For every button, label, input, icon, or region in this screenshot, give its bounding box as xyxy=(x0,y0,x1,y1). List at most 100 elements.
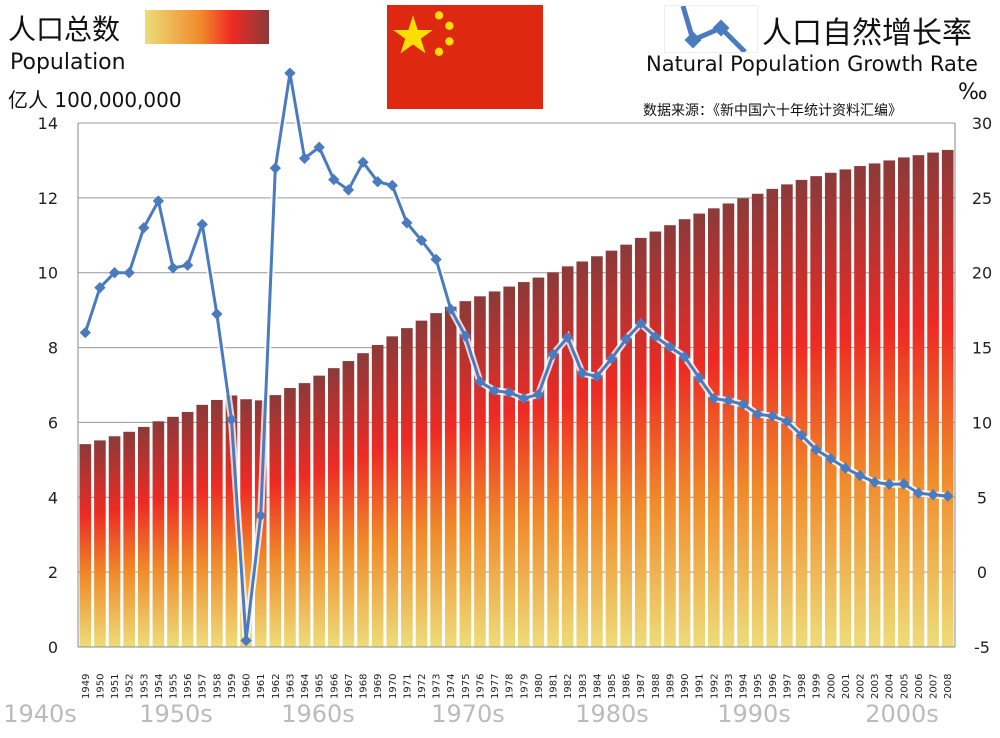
growth-rate-legend-swatch xyxy=(664,5,758,53)
growth-rate-marker xyxy=(942,490,954,502)
population-bar xyxy=(781,184,793,647)
population-bar xyxy=(459,301,472,647)
year-label: 1984 xyxy=(592,674,603,699)
year-label: 1954 xyxy=(154,674,165,699)
growth-rate-marker xyxy=(269,162,281,174)
growth-rate-marker xyxy=(401,217,413,229)
year-label: 1978 xyxy=(505,674,516,699)
year-label: 1968 xyxy=(359,674,370,699)
population-bar xyxy=(591,256,603,647)
year-label: 1989 xyxy=(665,674,676,699)
population-bar xyxy=(576,261,589,647)
population-bar xyxy=(327,368,340,647)
growth-rate-marker xyxy=(693,372,705,384)
population-bar xyxy=(386,336,399,647)
right-tick-label: 0 xyxy=(977,563,987,582)
population-bar xyxy=(708,208,720,647)
population-bar xyxy=(693,213,706,647)
population-bar xyxy=(430,313,442,647)
growth-rate-marker xyxy=(503,386,515,399)
growth-rate-marker xyxy=(532,388,545,401)
growth-rate-marker xyxy=(722,395,735,407)
population-bar xyxy=(518,282,530,647)
year-label: 1950 xyxy=(95,674,106,699)
right-tick-label: 20 xyxy=(972,264,992,283)
population-bar xyxy=(824,172,837,647)
data-source: 数据来源：《新中国六十年统计资料汇编》 xyxy=(643,103,902,119)
population-bar xyxy=(313,375,325,647)
growth-rate-marker xyxy=(708,392,720,405)
growth-rate-marker xyxy=(386,179,398,192)
population-bar xyxy=(839,169,852,647)
year-label: 1998 xyxy=(797,674,808,699)
population-bar xyxy=(912,155,925,647)
left-tick-label: 8 xyxy=(48,339,58,358)
year-label: 1993 xyxy=(724,674,735,699)
population-bar xyxy=(810,176,822,648)
population-bar xyxy=(211,399,223,647)
growth-rate-marker xyxy=(591,370,603,382)
year-label: 1991 xyxy=(695,674,706,699)
year-label: 1983 xyxy=(578,674,589,699)
decade-label: 2000s xyxy=(865,700,939,728)
year-label: 1995 xyxy=(753,674,764,699)
population-bar xyxy=(94,440,106,647)
left-tick-label: 0 xyxy=(48,638,58,657)
year-label: 1972 xyxy=(417,674,428,699)
population-bar xyxy=(225,395,238,647)
growth-rate-marker xyxy=(649,330,662,343)
year-label: 2003 xyxy=(870,674,881,699)
population-bar xyxy=(854,166,866,648)
year-label: 1964 xyxy=(300,674,311,699)
population-title: 人口总数 xyxy=(8,13,121,46)
population-bar xyxy=(357,353,369,647)
year-label: 1997 xyxy=(782,674,793,699)
population-bar xyxy=(342,361,355,647)
left-tick-label: 6 xyxy=(48,413,58,432)
growth-rate-marker xyxy=(795,429,808,441)
left-tick-label: 14 xyxy=(38,114,58,133)
population-bar xyxy=(167,416,179,647)
growth-rate-marker xyxy=(430,253,442,266)
population-bar xyxy=(737,198,749,647)
population-bar xyxy=(123,431,135,647)
population-bar xyxy=(503,286,515,647)
population-legend-swatch xyxy=(145,10,269,44)
year-label: 1970 xyxy=(388,674,399,699)
growth-rate-marker xyxy=(415,234,428,247)
year-label: 2002 xyxy=(855,674,866,699)
population-bar xyxy=(79,444,92,647)
growth-rate-marker xyxy=(240,634,252,647)
population-bar xyxy=(181,411,194,647)
growth-rate-marker xyxy=(839,462,852,474)
growth-rate-marker xyxy=(371,176,384,188)
population-bar xyxy=(108,436,121,647)
population-bar xyxy=(868,163,881,647)
right-tick-label: 30 xyxy=(972,114,992,133)
growth-rate-marker xyxy=(196,218,208,231)
year-label: 1956 xyxy=(183,674,194,699)
population-bar xyxy=(927,152,939,647)
population-bar xyxy=(941,149,954,647)
growth-rate-marker xyxy=(123,267,135,279)
year-label: 1996 xyxy=(768,674,779,699)
population-bar xyxy=(751,193,764,648)
year-label: 1966 xyxy=(329,674,340,699)
growth-rate-marker xyxy=(547,348,559,360)
growth-rate-marker xyxy=(620,333,632,345)
right-tick-label: 15 xyxy=(972,339,992,358)
year-label: 1982 xyxy=(563,674,574,699)
population-bar xyxy=(605,250,618,648)
year-label: 1977 xyxy=(490,674,501,699)
decade-label: 1940s xyxy=(3,700,77,728)
left-tick-label: 4 xyxy=(48,488,58,507)
growth-rate-marker xyxy=(152,195,165,207)
year-label: 1985 xyxy=(607,674,618,699)
growth-rate-title: 人口自然增长率 xyxy=(762,16,972,51)
year-label: 1961 xyxy=(256,674,267,699)
year-label: 1986 xyxy=(622,674,633,699)
year-label: 1955 xyxy=(169,674,180,699)
right-tick-label: 25 xyxy=(972,189,992,208)
year-label: 2000 xyxy=(826,674,837,699)
growth-rate-marker xyxy=(562,331,574,344)
